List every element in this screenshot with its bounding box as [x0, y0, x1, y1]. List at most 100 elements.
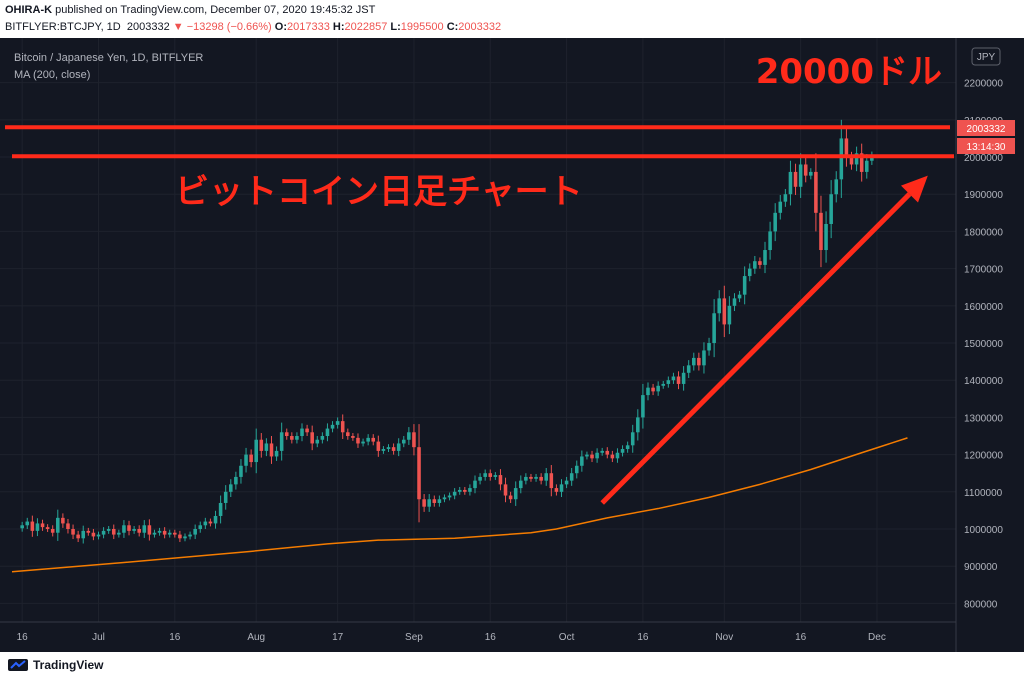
candle[interactable]: [783, 189, 788, 207]
candle[interactable]: [366, 434, 370, 446]
candle[interactable]: [600, 447, 604, 456]
candle[interactable]: [574, 460, 579, 479]
candle[interactable]: [137, 525, 141, 537]
candle[interactable]: [111, 524, 116, 540]
candle[interactable]: [401, 436, 406, 448]
candle[interactable]: [503, 477, 508, 503]
candle[interactable]: [45, 524, 50, 532]
currency-button[interactable]: JPY: [971, 47, 1001, 66]
candle[interactable]: [356, 433, 360, 448]
candle[interactable]: [117, 529, 121, 538]
candle[interactable]: [488, 469, 493, 481]
candle[interactable]: [712, 299, 716, 358]
candle[interactable]: [86, 527, 91, 536]
candle[interactable]: [218, 495, 223, 524]
candle[interactable]: [101, 527, 106, 539]
candle[interactable]: [859, 143, 864, 182]
candle[interactable]: [803, 157, 808, 183]
candle[interactable]: [676, 371, 681, 390]
candle[interactable]: [702, 342, 706, 374]
candle[interactable]: [646, 382, 650, 401]
candle[interactable]: [259, 433, 264, 458]
candle[interactable]: [35, 518, 40, 537]
candle[interactable]: [56, 509, 60, 541]
candle[interactable]: [809, 168, 813, 180]
candle[interactable]: [71, 524, 75, 540]
candle[interactable]: [162, 527, 167, 539]
candle[interactable]: [513, 481, 518, 506]
candle[interactable]: [330, 421, 335, 433]
candle[interactable]: [798, 153, 803, 198]
candle[interactable]: [264, 438, 269, 457]
candle[interactable]: [147, 519, 152, 541]
candle[interactable]: [854, 146, 859, 172]
candle[interactable]: [25, 517, 30, 530]
candle[interactable]: [427, 494, 431, 512]
candle[interactable]: [417, 424, 421, 523]
candle[interactable]: [824, 211, 828, 263]
candle[interactable]: [819, 195, 823, 268]
candle[interactable]: [727, 296, 732, 335]
candle[interactable]: [279, 422, 284, 461]
candle[interactable]: [391, 443, 396, 455]
candle[interactable]: [50, 525, 55, 537]
candle[interactable]: [193, 524, 197, 540]
candle[interactable]: [814, 153, 818, 232]
candle[interactable]: [106, 526, 111, 534]
candle[interactable]: [788, 160, 793, 206]
candle[interactable]: [747, 263, 752, 282]
candle[interactable]: [274, 446, 279, 461]
candle[interactable]: [188, 531, 192, 540]
candle[interactable]: [122, 520, 126, 538]
candle[interactable]: [452, 488, 457, 500]
candle[interactable]: [396, 438, 401, 457]
candle[interactable]: [300, 423, 304, 442]
candle[interactable]: [361, 438, 365, 447]
candle[interactable]: [773, 203, 777, 242]
candle[interactable]: [691, 352, 696, 371]
candle[interactable]: [636, 409, 640, 441]
candle[interactable]: [651, 383, 655, 396]
candle[interactable]: [315, 436, 320, 448]
candle[interactable]: [554, 484, 559, 496]
candle[interactable]: [340, 414, 345, 439]
candle[interactable]: [457, 486, 462, 495]
candle[interactable]: [610, 450, 615, 463]
candle[interactable]: [178, 530, 182, 543]
candle[interactable]: [66, 518, 70, 534]
candle[interactable]: [763, 241, 767, 274]
candle[interactable]: [671, 372, 676, 384]
candle[interactable]: [249, 449, 253, 468]
candle[interactable]: [290, 432, 294, 444]
candle[interactable]: [76, 530, 80, 543]
candle[interactable]: [559, 479, 564, 498]
candle[interactable]: [686, 360, 691, 378]
candle[interactable]: [493, 472, 498, 480]
candle[interactable]: [152, 529, 157, 538]
candle[interactable]: [157, 527, 162, 536]
candle[interactable]: [585, 451, 589, 460]
candle[interactable]: [768, 221, 772, 260]
candle[interactable]: [483, 469, 487, 481]
candle[interactable]: [620, 445, 625, 457]
candle[interactable]: [437, 495, 442, 507]
candle[interactable]: [239, 459, 243, 484]
candle[interactable]: [732, 293, 737, 312]
candle[interactable]: [549, 465, 554, 497]
candle[interactable]: [269, 436, 274, 464]
candle[interactable]: [834, 171, 839, 203]
candle[interactable]: [793, 163, 798, 195]
candle[interactable]: [534, 473, 538, 482]
candle[interactable]: [656, 381, 660, 396]
candle[interactable]: [412, 424, 416, 456]
candle[interactable]: [590, 450, 594, 463]
candle[interactable]: [198, 521, 203, 533]
candle[interactable]: [20, 521, 24, 532]
candle[interactable]: [213, 510, 218, 529]
candle[interactable]: [844, 128, 849, 167]
candle[interactable]: [839, 119, 844, 198]
candle[interactable]: [351, 433, 355, 441]
candle[interactable]: [539, 473, 543, 485]
trend-arrow[interactable]: [600, 175, 928, 505]
candle[interactable]: [254, 428, 259, 474]
